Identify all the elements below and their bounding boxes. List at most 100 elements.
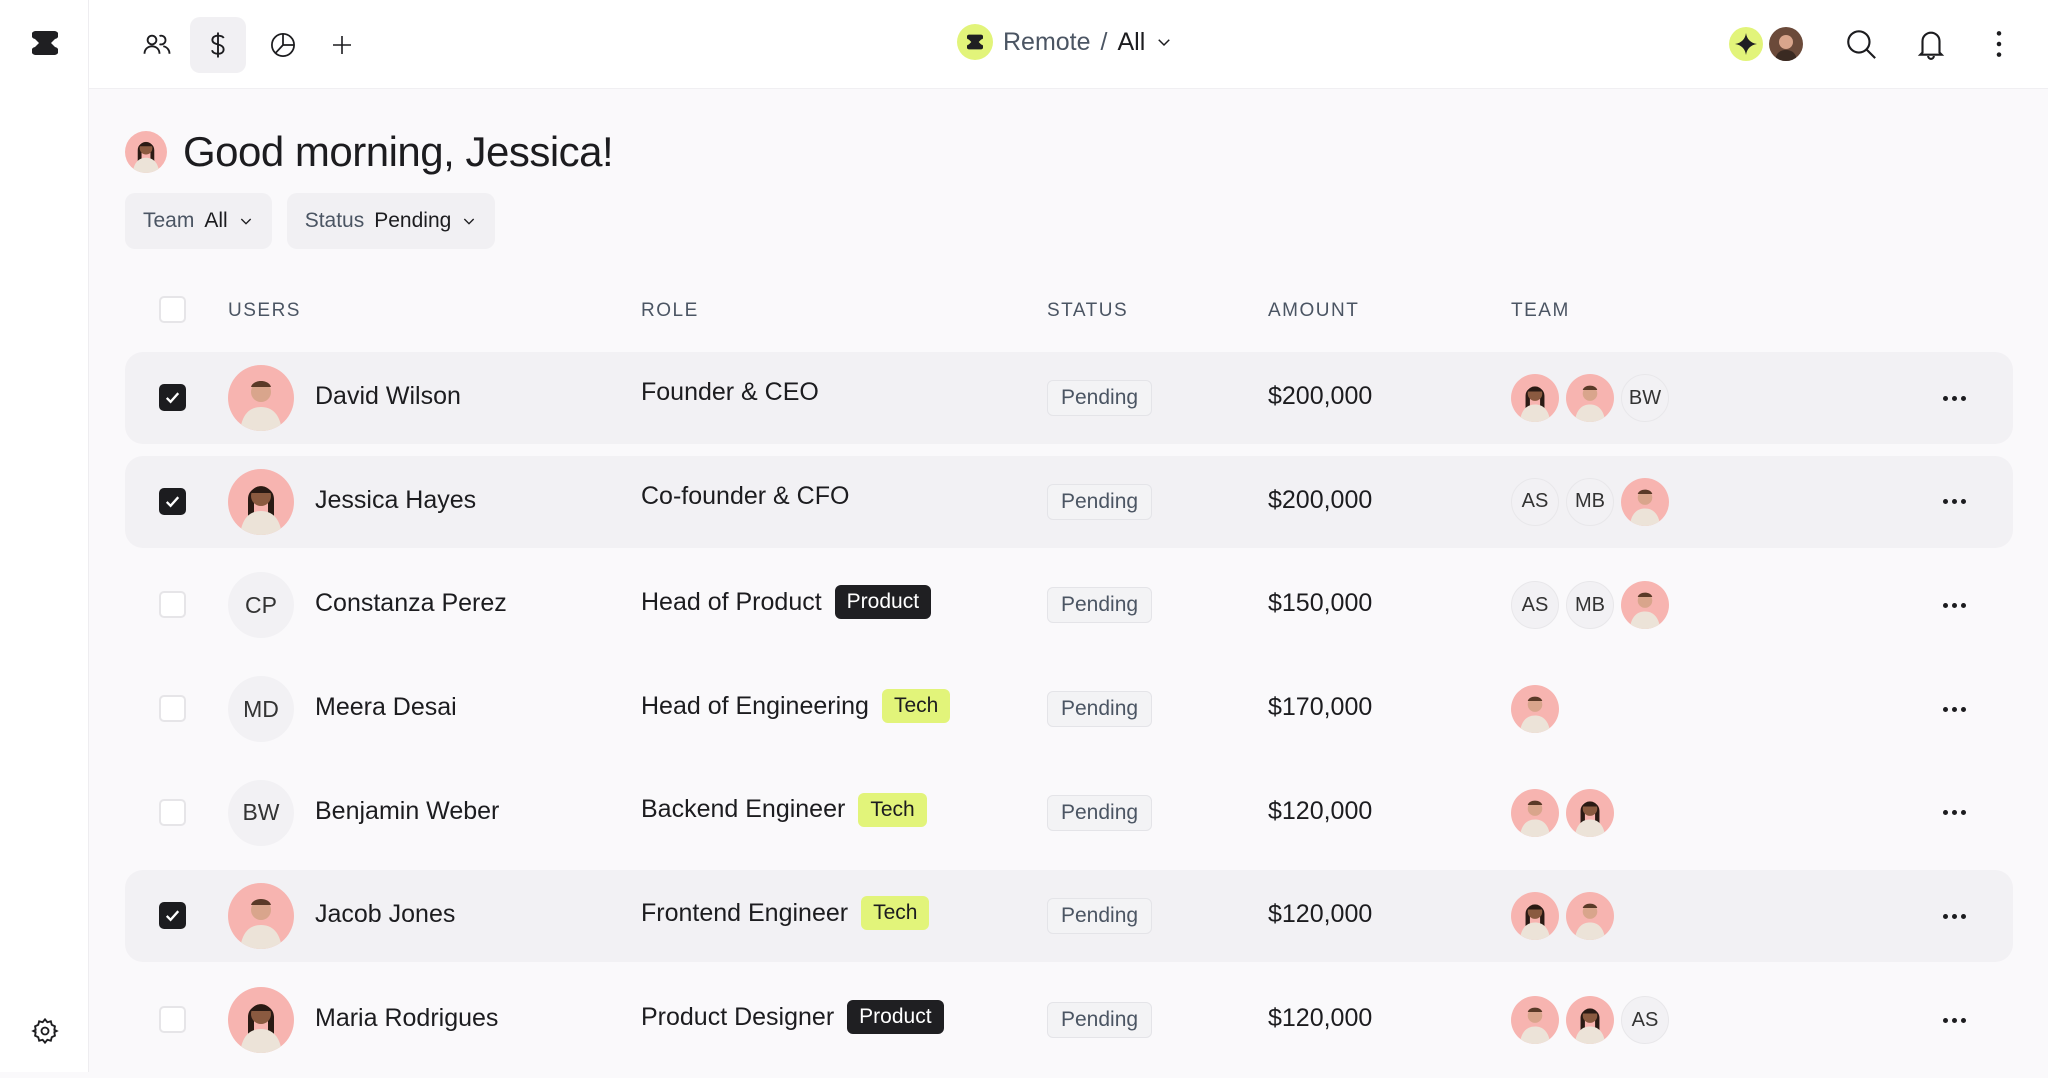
user-role: Head of Engineering Tech (641, 689, 951, 724)
department-tag: Product (847, 1000, 944, 1035)
amount-value: $200,000 (1268, 485, 1373, 514)
nav-reports-button[interactable] (255, 17, 311, 73)
nav-payments-button[interactable] (190, 17, 246, 73)
column-header-status: STATUS (1047, 300, 1129, 321)
team-member-initials[interactable]: AS (1511, 581, 1559, 630)
status-badge: Pending (1047, 898, 1153, 935)
app-logo-icon[interactable] (32, 30, 58, 56)
department-tag: Tech (881, 689, 951, 724)
checkmark-icon (165, 910, 180, 922)
team-member-initials[interactable]: MB (1566, 477, 1614, 526)
role-title: Head of Engineering (641, 691, 869, 720)
sparkle-icon (1735, 33, 1757, 55)
user-name: David Wilson (315, 382, 461, 410)
row-checkbox[interactable] (159, 384, 186, 411)
row-checkbox[interactable] (159, 798, 186, 826)
amount-value: $200,000 (1268, 382, 1373, 410)
row-checkbox[interactable] (159, 591, 186, 619)
nav-team-button[interactable] (129, 17, 185, 73)
more-vertical-icon[interactable] (1982, 27, 2016, 61)
row-actions-more-icon[interactable] (1938, 799, 1970, 827)
team-filter-dropdown[interactable]: Team All (125, 193, 272, 249)
team-avatars: AS MB (1511, 581, 1669, 630)
checkmark-icon (165, 496, 180, 508)
user-name: Benjamin Weber (315, 796, 500, 825)
team-member-avatar[interactable] (1621, 477, 1669, 526)
row-actions-more-icon[interactable] (1938, 488, 1970, 516)
workspace-switcher[interactable]: Remote / All (957, 24, 1173, 60)
status-filter-dropdown[interactable]: Status Pending (286, 193, 496, 249)
table-row[interactable]: David Wilson Founder & CEO Pending $200,000… (125, 352, 2013, 444)
table-row[interactable]: MD Meera Desai Head of Engineering Tech Pend… (125, 663, 2013, 755)
row-actions-more-icon[interactable] (1938, 1006, 1970, 1034)
user-name: Constanza Perez (315, 589, 507, 618)
user-avatar-initials: MD (228, 676, 294, 743)
table-row[interactable]: CP Constanza Perez Head of Product Product P… (125, 559, 2013, 651)
team-member-initials[interactable]: AS (1511, 477, 1559, 526)
filter-label: Status (304, 209, 365, 232)
select-all-checkbox[interactable] (159, 296, 186, 323)
row-actions-more-icon[interactable] (1938, 591, 1970, 619)
user-role: Founder & CEO (641, 378, 819, 407)
department-tag: Tech (861, 896, 930, 931)
team-member-initials[interactable]: AS (1621, 996, 1669, 1045)
amount-value: $120,000 (1268, 900, 1373, 929)
settings-gear-icon[interactable] (31, 1017, 59, 1045)
user-avatar-initials: CP (228, 572, 294, 639)
chevron-down-icon (464, 218, 475, 225)
team-member-avatar[interactable] (1511, 788, 1559, 837)
team-member-avatar[interactable] (1511, 996, 1559, 1045)
chart-pie-icon (271, 33, 295, 57)
row-checkbox[interactable] (159, 487, 186, 515)
team-member-avatar[interactable] (1566, 788, 1614, 837)
dollar-icon (211, 32, 225, 58)
table-row[interactable]: Jessica Hayes Co-founder & CFO Pending $200… (125, 455, 2013, 548)
row-actions-more-icon[interactable] (1938, 695, 1970, 723)
row-checkbox[interactable] (159, 1006, 186, 1034)
team-member-avatar[interactable] (1511, 892, 1559, 941)
filter-value: Pending (374, 209, 452, 232)
column-header-users: USERS (228, 300, 301, 321)
bell-icon[interactable] (1914, 27, 1948, 61)
team-member-initials[interactable]: MB (1566, 581, 1614, 630)
role-title: Co-founder & CFO (641, 481, 850, 510)
user-avatar (228, 468, 294, 535)
team-member-avatar[interactable] (1511, 374, 1559, 422)
status-badge: Pending (1047, 587, 1153, 624)
workspace-name: Remote (1003, 27, 1091, 56)
ai-assistant-button[interactable] (1729, 27, 1763, 61)
row-checkbox[interactable] (159, 695, 186, 723)
table-row[interactable]: Maria Rodrigues Product Designer Product Pe… (125, 974, 2013, 1066)
user-name: Meera Desai (315, 693, 457, 722)
filter-bar: Team All Status Pending (125, 193, 496, 249)
team-avatars (1511, 892, 1614, 941)
role-title: Backend Engineer (641, 795, 846, 824)
team-member-avatar[interactable] (1566, 374, 1614, 422)
user-role: Co-founder & CFO (641, 482, 849, 511)
user-avatar-initials: BW (228, 779, 294, 846)
team-member-avatar[interactable] (1511, 685, 1559, 734)
search-icon[interactable] (1844, 27, 1878, 61)
team-member-avatar[interactable] (1566, 892, 1614, 941)
team-avatars: BW (1511, 374, 1669, 422)
status-badge: Pending (1047, 1002, 1153, 1039)
sidebar (0, 0, 89, 1072)
checkmark-icon (165, 392, 180, 404)
table-row[interactable]: BW Benjamin Weber Backend Engineer Tech Pend… (125, 767, 2013, 859)
team-member-initials[interactable]: BW (1621, 374, 1669, 422)
team-member-avatar[interactable] (1566, 996, 1614, 1045)
workspace-view: All (1117, 27, 1146, 56)
team-avatars (1511, 685, 1559, 734)
column-header-role: ROLE (641, 300, 699, 321)
row-checkbox[interactable] (159, 902, 186, 930)
team-member-avatar[interactable] (1621, 581, 1669, 630)
role-title: Product Designer (641, 1002, 835, 1031)
user-name: Jacob Jones (315, 900, 456, 929)
department-tag: Tech (858, 792, 927, 827)
user-avatar[interactable] (1769, 27, 1803, 61)
row-actions-more-icon[interactable] (1938, 384, 1970, 412)
row-actions-more-icon[interactable] (1938, 902, 1970, 930)
table-row[interactable]: Jacob Jones Frontend Engineer Tech Pending $… (125, 870, 2013, 963)
user-avatar (228, 365, 294, 431)
nav-add-button[interactable] (314, 17, 370, 73)
